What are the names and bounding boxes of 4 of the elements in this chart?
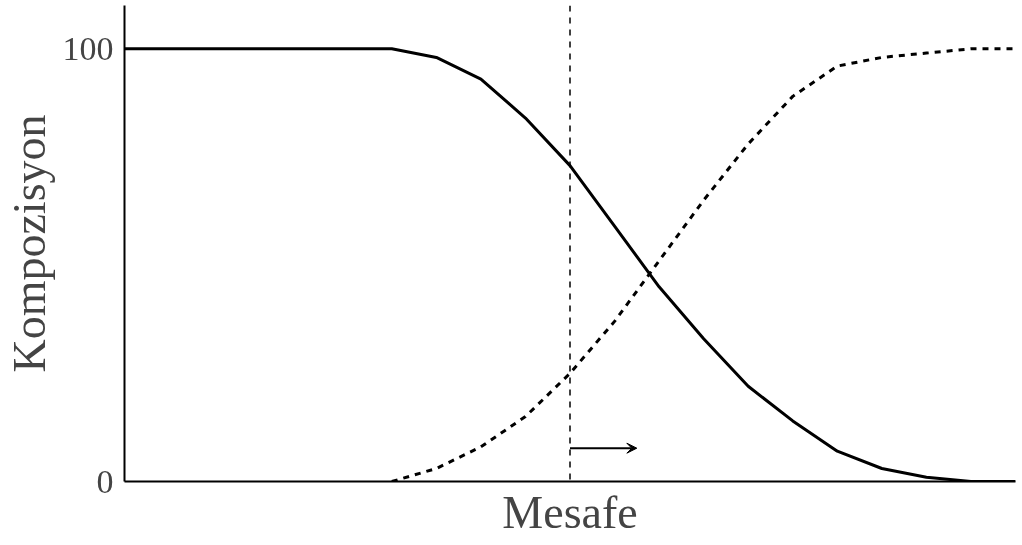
- y-axis-title: Kompozisyon: [3, 114, 55, 373]
- y-tick-label: 0: [96, 462, 114, 500]
- y-tick-label: 100: [62, 29, 114, 67]
- x-axis-title: Mesafe: [502, 486, 638, 538]
